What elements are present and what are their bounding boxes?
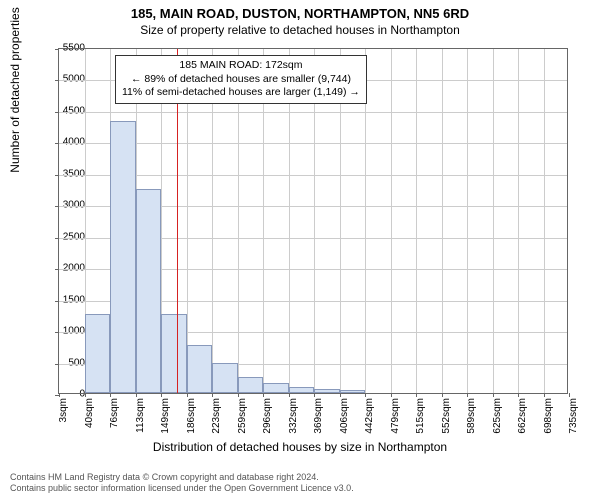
annotation-line: ← 89% of detached houses are smaller (9,… bbox=[122, 73, 360, 87]
x-axis-label: Distribution of detached houses by size … bbox=[0, 440, 600, 454]
y-axis-label: Number of detached properties bbox=[8, 0, 22, 220]
histogram-bar bbox=[238, 377, 264, 393]
histogram-bar bbox=[161, 314, 187, 393]
annotation-box: 185 MAIN ROAD: 172sqm← 89% of detached h… bbox=[115, 55, 367, 104]
annotation-line: 185 MAIN ROAD: 172sqm bbox=[122, 59, 360, 73]
histogram-bar bbox=[212, 363, 238, 393]
chart-title-main: 185, MAIN ROAD, DUSTON, NORTHAMPTON, NN5… bbox=[0, 0, 600, 21]
histogram-bar bbox=[85, 314, 111, 393]
chart-container: 185, MAIN ROAD, DUSTON, NORTHAMPTON, NN5… bbox=[0, 0, 600, 500]
annotation-line: 11% of semi-detached houses are larger (… bbox=[122, 86, 360, 100]
plot-area: 185 MAIN ROAD: 172sqm← 89% of detached h… bbox=[58, 48, 568, 394]
chart-title-sub: Size of property relative to detached ho… bbox=[0, 21, 600, 37]
histogram-bar bbox=[187, 345, 213, 393]
histogram-bar bbox=[340, 390, 366, 393]
histogram-bar bbox=[263, 383, 289, 393]
histogram-bar bbox=[110, 121, 136, 393]
footer-line2: Contains public sector information licen… bbox=[10, 483, 354, 494]
histogram-bar bbox=[136, 189, 162, 393]
footer-line1: Contains HM Land Registry data © Crown c… bbox=[10, 472, 354, 483]
histogram-bar bbox=[289, 387, 315, 393]
footer-attribution: Contains HM Land Registry data © Crown c… bbox=[10, 472, 354, 494]
histogram-bar bbox=[314, 389, 340, 393]
plot-background: 185 MAIN ROAD: 172sqm← 89% of detached h… bbox=[59, 49, 567, 393]
